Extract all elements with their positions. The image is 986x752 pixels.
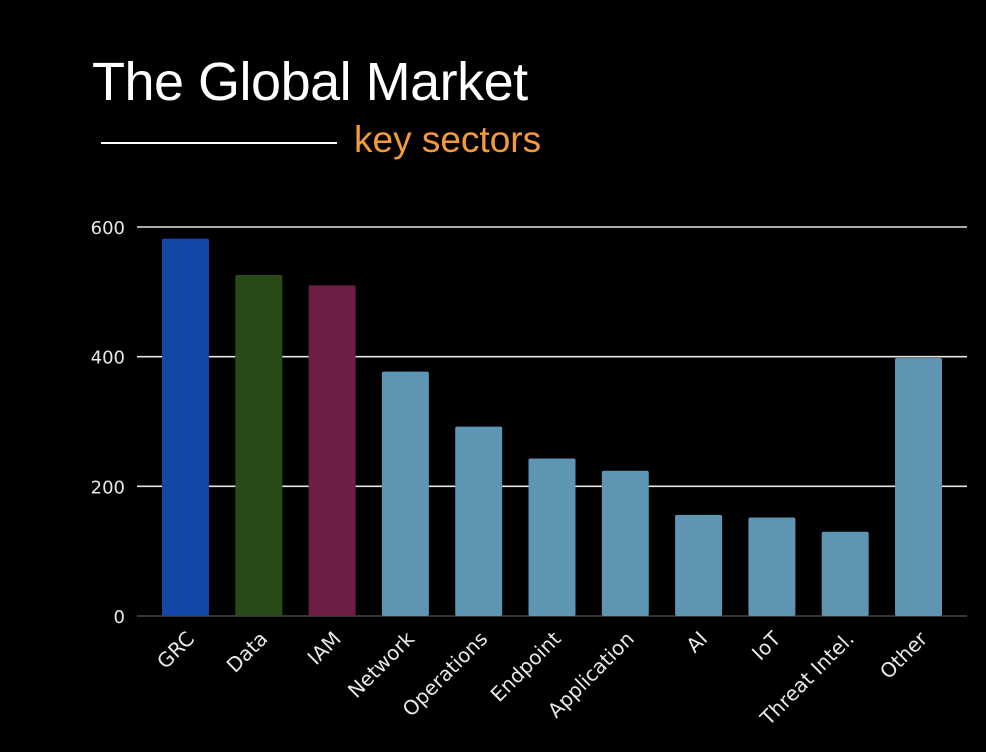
bar-data (235, 274, 283, 616)
bar-iot (748, 517, 796, 616)
title-underline-rule (101, 142, 337, 144)
bar-ai (675, 514, 723, 616)
chart-subtitle: key sectors (354, 119, 542, 160)
x-tick-label: Network (343, 626, 419, 702)
chart-title: The Global Market (92, 52, 528, 112)
bar-other (895, 357, 942, 616)
y-tick-label: 200 (91, 477, 125, 498)
x-tick-label: AI (681, 627, 712, 658)
bar-endpoint (528, 458, 576, 616)
bar-application (601, 470, 649, 616)
bar-network (381, 371, 429, 616)
x-tick-label: IoT (747, 626, 786, 665)
bar-operations (455, 426, 503, 616)
x-tick-label: IAM (303, 627, 346, 670)
y-tick-label: 400 (91, 348, 125, 369)
x-tick-label: GRC (152, 627, 199, 674)
x-tick-label: Data (222, 627, 273, 678)
bar-iam (308, 285, 356, 616)
bar-grc (162, 238, 209, 617)
x-tick-label: Other (875, 626, 933, 684)
y-tick-label: 600 (91, 218, 125, 239)
bar-threat-intel (821, 531, 869, 616)
y-tick-label: 0 (114, 607, 125, 628)
